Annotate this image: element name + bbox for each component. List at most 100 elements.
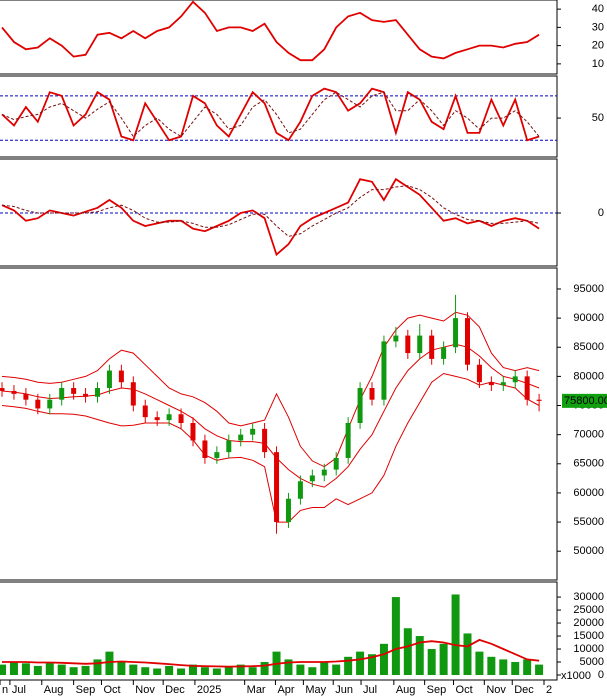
- series-line: [1, 343, 540, 488]
- volume-bar: [523, 659, 532, 675]
- candle-body: [476, 364, 482, 383]
- y-tick-label: 5000: [580, 656, 604, 668]
- panel-frame: [0, 267, 558, 581]
- candle-body: [297, 481, 303, 499]
- y-tick-label: 40: [592, 3, 604, 15]
- last-price-box: [562, 393, 607, 408]
- x-tick-label: Aug: [44, 684, 64, 696]
- x-tick-label: Nov: [486, 684, 506, 696]
- candle-body: [405, 335, 411, 354]
- x-tick-label: Dec: [514, 684, 534, 696]
- volume-bar: [224, 667, 233, 675]
- volume-bar: [0, 664, 7, 675]
- y-tick-label: 70000: [573, 429, 604, 441]
- candle-body: [393, 335, 399, 342]
- candle-body: [381, 341, 387, 400]
- series-line: [1, 311, 540, 468]
- y-tick-label: 95000: [573, 283, 604, 295]
- volume-bar: [21, 663, 30, 675]
- candle-body: [453, 318, 459, 348]
- y-tick-label: 50000: [573, 545, 604, 557]
- volume-bar: [81, 665, 90, 675]
- candle-body: [488, 382, 494, 386]
- volume-bar: [535, 664, 544, 675]
- x-tick-label: Jun: [335, 684, 353, 696]
- volume-bar: [391, 597, 400, 675]
- unit-label: x1000: [561, 670, 591, 682]
- volume-bar: [284, 659, 293, 675]
- y-tick-label: 20000: [573, 617, 604, 629]
- x-tick-label: 2: [546, 684, 552, 696]
- candle-body: [536, 399, 542, 401]
- candle-body: [250, 428, 256, 435]
- volume-bar: [499, 659, 508, 675]
- x-tick-label: 2025: [197, 684, 221, 696]
- panel-frame: [0, 0, 558, 75]
- candle-body: [106, 370, 112, 389]
- volume-bar: [332, 664, 341, 675]
- y-tick-label: 50: [592, 112, 604, 124]
- volume-bar: [188, 664, 197, 675]
- x-tick-label: Jul: [363, 684, 377, 696]
- candle-body: [333, 457, 339, 470]
- volume-bar: [117, 662, 126, 675]
- x-tick-label: Apr: [277, 684, 294, 696]
- x-tick-label: May: [305, 684, 326, 696]
- series-line: [1, 372, 540, 523]
- candle-body: [166, 414, 172, 421]
- candle-body: [142, 405, 148, 418]
- y-tick-label: 90000: [573, 312, 604, 324]
- x-tick-label: Oct: [456, 684, 473, 696]
- y-tick-label: 60000: [573, 487, 604, 499]
- volume-bar: [487, 656, 496, 675]
- panel-frame: [0, 75, 558, 158]
- candle-body: [83, 393, 89, 397]
- candle-body: [429, 335, 435, 359]
- candle-body: [190, 423, 196, 441]
- volume-bar: [212, 668, 221, 675]
- series-line: [1, 185, 540, 237]
- volume-bar: [463, 633, 472, 675]
- volume-bar: [9, 662, 18, 675]
- y-tick-label: 10: [592, 58, 604, 70]
- candle-body: [512, 376, 518, 383]
- candle-body: [178, 414, 184, 423]
- x-tick-label: Aug: [396, 684, 416, 696]
- volume-bar: [248, 667, 257, 675]
- candle-body: [130, 382, 136, 406]
- candle-body: [464, 318, 470, 365]
- volume-bar: [45, 662, 54, 675]
- candle-body: [417, 335, 423, 354]
- y-tick-label: 30000: [573, 591, 604, 603]
- volume-bar: [320, 662, 329, 675]
- y-tick-label: 80000: [573, 370, 604, 382]
- candle-body: [47, 399, 53, 409]
- series-line: [1, 91, 540, 138]
- candle-body: [95, 388, 101, 397]
- series-line: [2, 638, 540, 668]
- y-tick-label: 55000: [573, 516, 604, 528]
- candle-body: [309, 475, 315, 482]
- volume-bar: [105, 651, 114, 675]
- volume-bar: [511, 662, 520, 675]
- volume-bar: [368, 654, 377, 675]
- volume-bar: [356, 651, 365, 675]
- y-tick-label: 0: [598, 207, 604, 219]
- candle-body: [23, 393, 29, 400]
- x-tick-label: Sep: [76, 684, 96, 696]
- candle-body: [500, 382, 506, 386]
- volume-bar: [57, 664, 66, 675]
- volume-bar: [451, 594, 460, 675]
- volume-bar: [415, 636, 424, 675]
- x-tick-label: Dec: [165, 684, 185, 696]
- y-tick-label: 15000: [573, 630, 604, 642]
- series-line: [1, 0, 540, 62]
- volume-bar: [344, 656, 353, 675]
- volume-bar: [260, 662, 269, 675]
- volume-bar: [153, 668, 162, 675]
- candle-body: [71, 388, 77, 394]
- candle-body: [345, 423, 351, 458]
- y-tick-label: 10000: [573, 643, 604, 655]
- x-tick-label: Mar: [247, 684, 266, 696]
- x-tick-label: Jul: [12, 684, 26, 696]
